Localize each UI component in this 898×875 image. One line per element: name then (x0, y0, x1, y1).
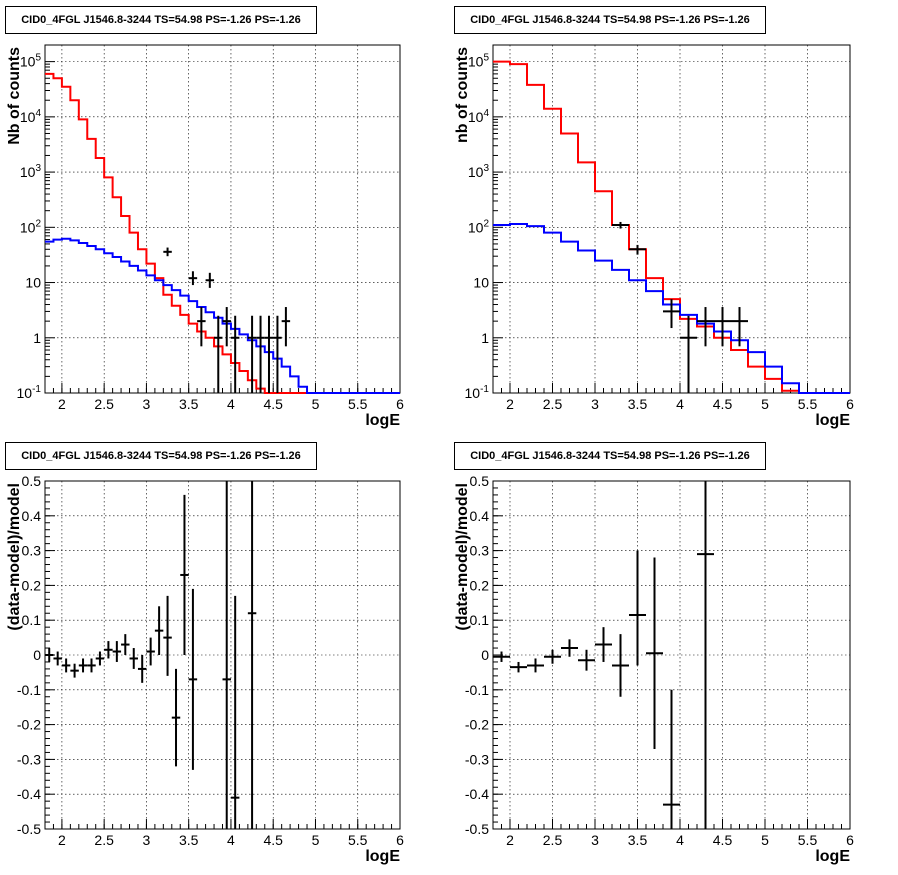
x-tick-label: 2.5 (94, 832, 114, 848)
x-tick-label: 2 (506, 396, 514, 412)
x-tick-label: 2.5 (543, 832, 563, 848)
x-tick-label: 3.5 (179, 832, 199, 848)
x-tick-label: 4 (676, 832, 684, 848)
x-tick-label: 6 (396, 396, 404, 412)
x-tick-label: 4.5 (263, 396, 283, 412)
y-axis-label: (data-model)/model (454, 483, 471, 631)
y-tick-label: 10 (473, 275, 489, 291)
x-tick-label: 2.5 (94, 396, 114, 412)
x-tick-label: 5 (312, 832, 320, 848)
y-tick-label: -0.3 (17, 751, 41, 767)
y-tick-label: 10-1 (465, 384, 490, 401)
x-axis-label: logE (365, 412, 400, 429)
x-tick-label: 6 (846, 396, 854, 412)
histogram-series-1 (493, 222, 850, 394)
x-tick-label: 4 (227, 832, 235, 848)
title-bottom-right: CID0_4FGL J1546.8-3244 TS=54.98 PS=-1.26… (454, 442, 766, 470)
x-tick-label: 6 (396, 832, 404, 848)
y-tick-label: 0.2 (470, 577, 490, 593)
y-tick-label: 0.2 (22, 577, 42, 593)
x-tick-label: 4.5 (263, 832, 283, 848)
x-tick-label: 4 (676, 396, 684, 412)
y-tick-label: 104 (468, 108, 490, 125)
x-tick-label: 5.5 (348, 832, 368, 848)
y-tick-label: -0.4 (465, 786, 489, 802)
x-tick-label: 4.5 (713, 832, 733, 848)
y-tick-label: 0.3 (470, 543, 490, 559)
y-tick-label: 0.1 (22, 612, 42, 628)
histogram-series-0 (45, 72, 400, 394)
histogram-series-0 (493, 60, 850, 394)
x-tick-label: 3 (591, 832, 599, 848)
x-tick-label: 3 (143, 396, 151, 412)
y-tick-label: 0.5 (470, 473, 490, 489)
x-tick-label: 2 (58, 832, 66, 848)
chart-3: 2 2.5 3 3.5 4 4.5 5 5.5 6 -0.5 -0.4 -0.3 -0.2 -0.1 0 0.… (454, 473, 854, 865)
y-tick-label: -0.3 (465, 751, 489, 767)
x-tick-label: 2 (506, 832, 514, 848)
y-tick-label: 0.4 (470, 508, 490, 524)
y-tick-label: 104 (20, 108, 42, 125)
y-tick-label: -0.5 (17, 821, 41, 837)
x-tick-label: 5.5 (798, 832, 818, 848)
y-tick-label: -0.5 (465, 821, 489, 837)
x-tick-label: 3 (143, 832, 151, 848)
x-tick-label: 5 (312, 396, 320, 412)
y-tick-label: 0.3 (22, 543, 42, 559)
y-tick-label: -0.1 (17, 682, 41, 698)
x-tick-label: 3.5 (628, 832, 648, 848)
y-tick-label: 0 (481, 647, 489, 663)
x-tick-label: 4 (227, 396, 235, 412)
x-tick-label: 3.5 (628, 396, 648, 412)
x-tick-label: 2 (58, 396, 66, 412)
y-tick-label: 105 (20, 53, 42, 70)
y-tick-label: 103 (20, 163, 42, 180)
y-tick-label: -0.4 (17, 786, 41, 802)
y-tick-label: -0.1 (465, 682, 489, 698)
chart-1: 2 2.5 3 3.5 4 4.5 5 5.5 6 10-1 1 10 102 103 104 105 logE… (454, 44, 854, 429)
plot-frame (492, 44, 851, 394)
title-top-right: CID0_4FGL J1546.8-3244 TS=54.98 PS=-1.26… (454, 6, 766, 34)
y-tick-label: 0.1 (470, 612, 490, 628)
y-tick-label: 102 (20, 218, 42, 235)
y-tick-label: 103 (468, 163, 490, 180)
x-axis-label: logE (365, 848, 400, 865)
y-axis-label: (data-model)/model (6, 483, 23, 631)
title-top-left: CID0_4FGL J1546.8-3244 TS=54.98 PS=-1.26… (5, 6, 317, 34)
y-axis-label: nb of counts (454, 47, 471, 143)
x-axis-label: logE (815, 848, 850, 865)
x-tick-label: 6 (846, 832, 854, 848)
x-tick-label: 5 (761, 396, 769, 412)
y-tick-label: 0.5 (22, 473, 42, 489)
x-tick-label: 2.5 (543, 396, 563, 412)
y-tick-label: 105 (468, 53, 490, 70)
title-bottom-left: CID0_4FGL J1546.8-3244 TS=54.98 PS=-1.26… (5, 442, 317, 470)
plot-frame (44, 44, 401, 394)
y-tick-label: 0 (33, 647, 41, 663)
y-tick-label: 1 (33, 330, 41, 346)
chart-2: 2 2.5 3 3.5 4 4.5 5 5.5 6 -0.5 -0.4 -0.3 -0.2 -0.1 0 0.… (6, 473, 404, 865)
y-tick-label: -0.2 (17, 717, 41, 733)
y-tick-label: 1 (481, 330, 489, 346)
x-tick-label: 5.5 (798, 396, 818, 412)
y-axis-label: Nb of counts (6, 47, 23, 145)
y-tick-label: -0.2 (465, 717, 489, 733)
x-tick-label: 5.5 (348, 396, 368, 412)
y-tick-label: 102 (468, 218, 490, 235)
chart-0: 2 2.5 3 3.5 4 4.5 5 5.5 6 10-1 1 10 102 103 104 105 logE… (6, 44, 404, 429)
x-tick-label: 3 (591, 396, 599, 412)
x-tick-label: 5 (761, 832, 769, 848)
x-tick-label: 3.5 (179, 396, 199, 412)
y-tick-label: 0.4 (22, 508, 42, 524)
x-tick-label: 4.5 (713, 396, 733, 412)
y-tick-label: 10-1 (17, 384, 42, 401)
plot-frame (44, 480, 401, 830)
y-tick-label: 10 (25, 275, 41, 291)
x-axis-label: logE (815, 412, 850, 429)
